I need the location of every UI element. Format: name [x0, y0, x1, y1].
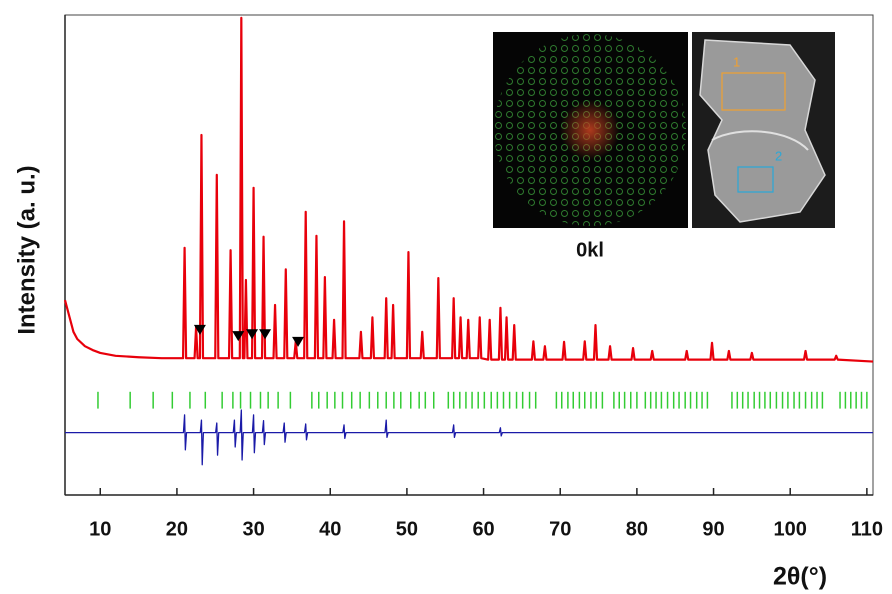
impurity-marker — [193, 324, 206, 335]
sem-crack — [711, 130, 809, 151]
region-label: 1 — [733, 54, 740, 69]
impurity-marker — [246, 329, 259, 340]
x-tick-label: 30 — [242, 518, 264, 540]
x-tick-label: 40 — [319, 518, 341, 540]
pattern-label: 0kl — [576, 239, 604, 261]
y-axis-title: Intensity (a. u.) — [13, 165, 40, 334]
impurity-marker — [259, 329, 272, 340]
region-label: 2 — [775, 148, 782, 163]
profile-line — [63, 16, 874, 363]
x-tick-label: 70 — [549, 518, 571, 540]
inset-images: 0kl 1 2 — [493, 32, 835, 261]
x-tick-label: 20 — [166, 518, 188, 540]
x-tick-label: 80 — [626, 518, 648, 540]
region-box — [721, 72, 786, 111]
impurity-marker — [232, 331, 245, 342]
x-tick-label: 110 — [851, 518, 883, 540]
impurity-marker — [292, 336, 305, 347]
x-axis-title: 2θ(°) — [773, 563, 827, 591]
profile-line — [65, 409, 873, 466]
x-tick-label: 50 — [396, 518, 418, 540]
diffraction-core — [560, 100, 620, 160]
x-tick-label: 10 — [89, 518, 111, 540]
x-tick-label: 90 — [702, 518, 724, 540]
x-tick-label: 100 — [774, 518, 807, 540]
x-tick-label: 60 — [472, 518, 494, 540]
region-box — [737, 166, 774, 193]
